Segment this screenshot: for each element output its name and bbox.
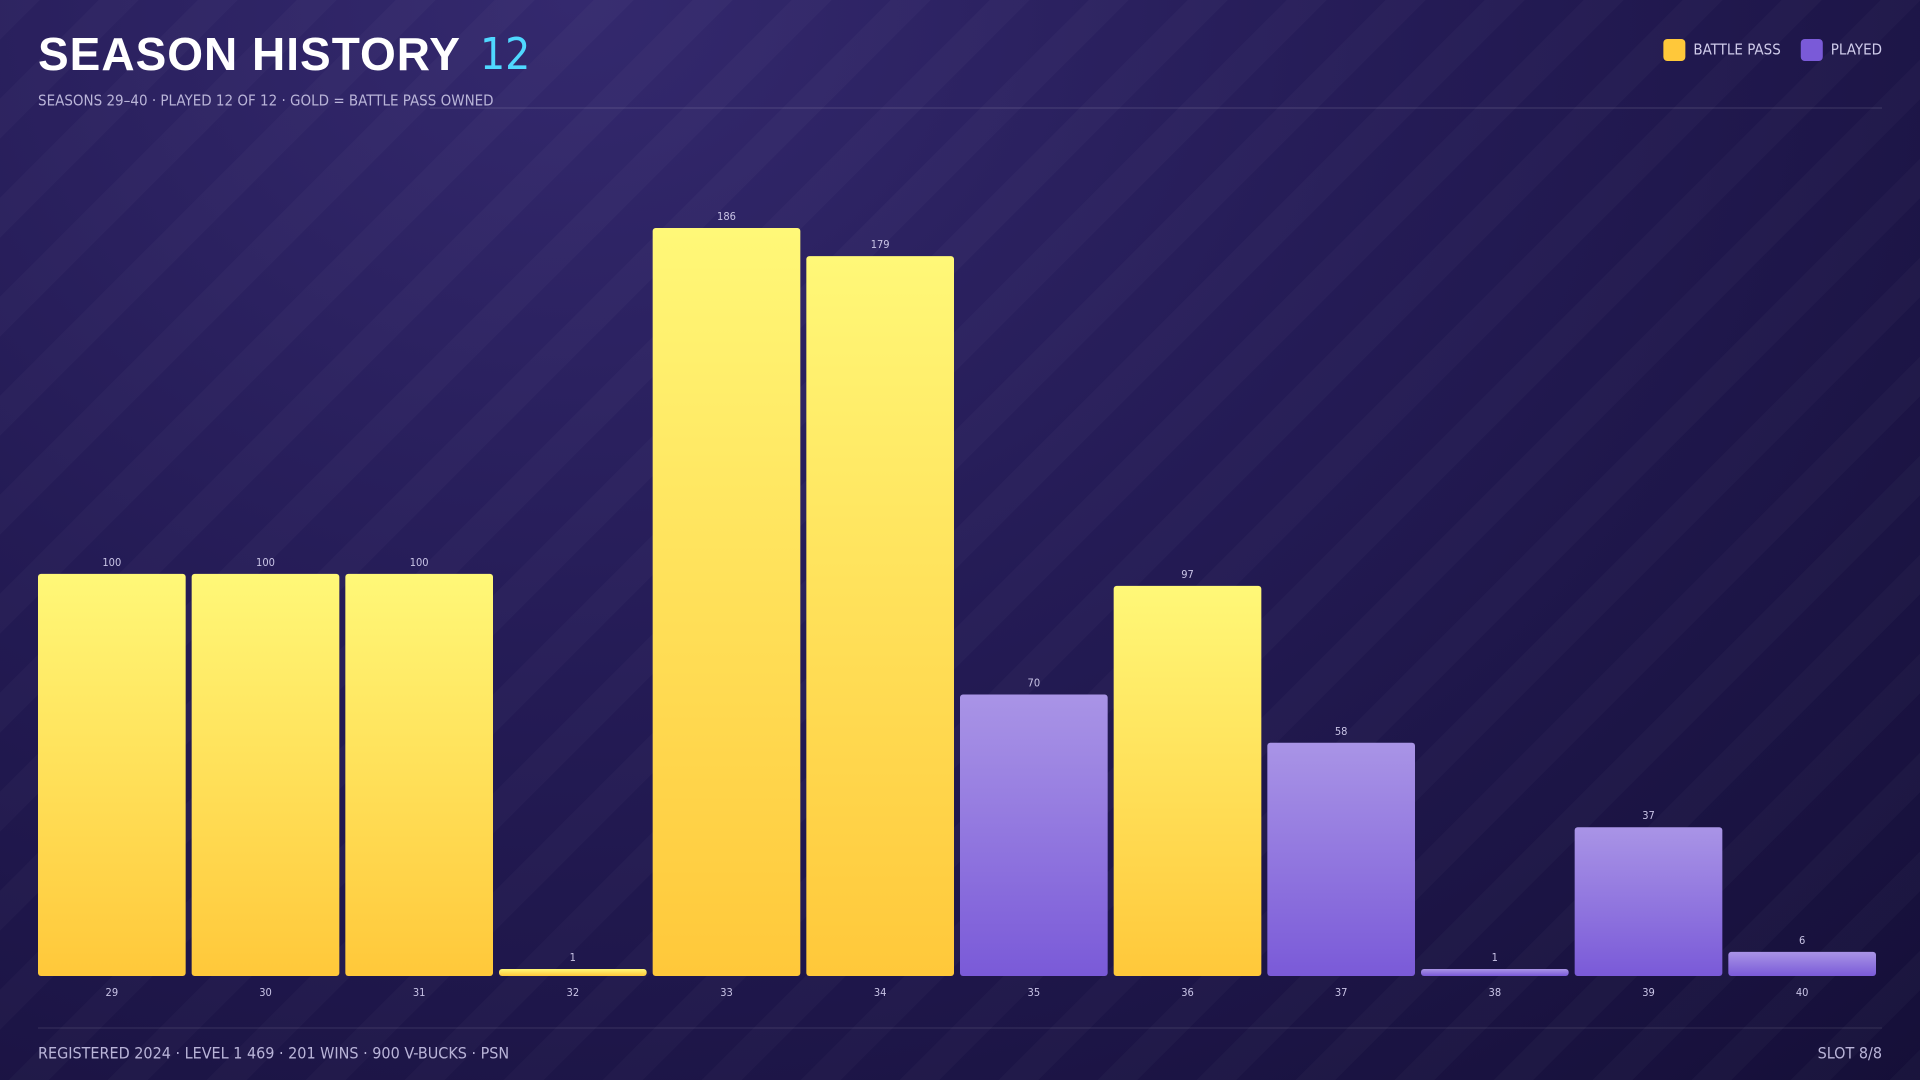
value-label: 1 — [1492, 951, 1498, 964]
x-tick-label: 34 — [874, 986, 887, 999]
bar — [1421, 969, 1569, 976]
chart-title: SEASON HISTORY — [38, 28, 461, 80]
value-label: 179 — [871, 238, 890, 251]
footer-slot: SLOT 8/8 — [1818, 1044, 1882, 1063]
value-label: 186 — [717, 210, 736, 223]
bar — [960, 694, 1108, 976]
season-count: 12 — [480, 29, 530, 80]
value-label: 58 — [1335, 725, 1348, 738]
bar — [1574, 827, 1723, 976]
footer-info: REGISTERED 2024 · LEVEL 1 469 · 201 WINS… — [38, 1044, 509, 1063]
x-tick-label: 29 — [106, 986, 119, 999]
bar — [38, 573, 186, 976]
x-tick-label: 40 — [1796, 986, 1809, 999]
value-label: 97 — [1181, 568, 1194, 581]
bar — [1728, 951, 1876, 976]
value-label: 70 — [1028, 676, 1041, 689]
x-tick-label: 31 — [413, 986, 426, 999]
x-tick-label: 33 — [720, 986, 733, 999]
legend-label: BATTLE PASS — [1693, 41, 1780, 59]
bar — [345, 573, 493, 976]
chart-subtitle: SEASONS 29–40 · PLAYED 12 OF 12 · GOLD =… — [38, 92, 494, 110]
value-label: 100 — [256, 556, 275, 569]
legend-label: PLAYED — [1831, 41, 1882, 59]
bar — [191, 573, 340, 976]
x-tick-label: 38 — [1489, 986, 1502, 999]
bar — [1113, 585, 1262, 976]
x-tick-label: 36 — [1181, 986, 1194, 999]
bar — [499, 969, 647, 976]
value-label: 37 — [1642, 809, 1655, 822]
bar — [652, 228, 801, 976]
x-tick-label: 37 — [1335, 986, 1348, 999]
x-tick-label: 32 — [567, 986, 580, 999]
bar — [1267, 742, 1415, 976]
x-tick-label: 39 — [1642, 986, 1655, 999]
value-label: 100 — [410, 556, 429, 569]
x-tick-label: 30 — [259, 986, 272, 999]
x-tick-label: 35 — [1028, 986, 1041, 999]
legend-swatch — [1663, 39, 1686, 61]
value-label: 100 — [102, 556, 121, 569]
value-label: 1 — [570, 951, 576, 964]
bar — [806, 256, 954, 977]
value-label: 6 — [1799, 934, 1805, 947]
legend-swatch — [1800, 39, 1823, 61]
